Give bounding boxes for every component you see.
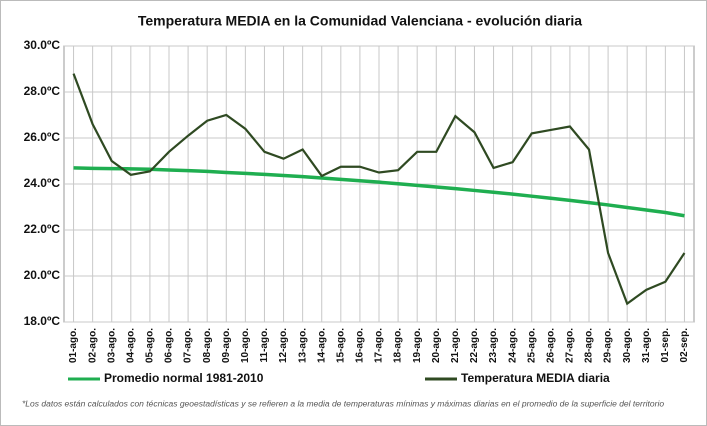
y-tick-label: 26.0ºC — [24, 130, 61, 144]
x-tick-label: 03-ago. — [106, 328, 117, 363]
x-tick-label: 19-ago. — [412, 328, 423, 363]
x-tick-label: 18-ago. — [393, 328, 404, 363]
chart-title: Temperatura MEDIA en la Comunidad Valenc… — [138, 13, 582, 29]
x-tick-label: 31-ago. — [641, 328, 652, 363]
series-line — [73, 166, 685, 218]
y-tick-label: 18.0ºC — [24, 314, 61, 328]
y-tick-label: 22.0ºC — [24, 222, 61, 236]
x-tick-label: 01-sep. — [660, 328, 671, 363]
x-tick-label: 07-ago. — [183, 328, 194, 363]
x-tick-label: 05-ago. — [145, 328, 156, 363]
x-tick-label: 22-ago. — [469, 328, 480, 363]
x-tick-label: 28-ago. — [584, 328, 595, 363]
x-tick-label: 12-ago. — [278, 328, 289, 363]
legend-label: Temperatura MEDIA diaria — [461, 371, 610, 385]
y-tick-label: 28.0ºC — [24, 84, 61, 98]
x-tick-label: 20-ago. — [431, 328, 442, 363]
x-tick-label: 02-ago. — [87, 328, 98, 363]
x-tick-label: 08-ago. — [202, 328, 213, 363]
x-tick-label: 21-ago. — [450, 328, 461, 363]
x-tick-label: 26-ago. — [545, 328, 556, 363]
x-tick-label: 15-ago. — [335, 328, 346, 363]
x-tick-label: 17-ago. — [374, 328, 385, 363]
x-tick-label: 02-sep. — [679, 328, 690, 363]
x-tick-label: 04-ago. — [125, 328, 136, 363]
y-tick-label: 20.0ºC — [24, 268, 61, 282]
x-tick-label: 10-ago. — [240, 328, 251, 363]
x-tick-label: 27-ago. — [565, 328, 576, 363]
x-tick-label: 14-ago. — [316, 328, 327, 363]
x-tick-label: 16-ago. — [355, 328, 366, 363]
y-tick-label: 24.0ºC — [24, 176, 61, 190]
x-tick-label: 06-ago. — [164, 328, 175, 363]
legend-label: Promedio normal 1981-2010 — [104, 371, 264, 385]
x-tick-label: 23-ago. — [488, 328, 499, 363]
y-tick-label: 30.0ºC — [24, 38, 61, 52]
x-tick-label: 30-ago. — [622, 328, 633, 363]
footnote: *Los datos están calculados con técnicas… — [22, 398, 664, 408]
x-tick-label: 13-ago. — [297, 328, 308, 363]
x-tick-label: 29-ago. — [603, 328, 614, 363]
x-tick-label: 09-ago. — [221, 328, 232, 363]
x-tick-label: 24-ago. — [507, 328, 518, 363]
x-tick-label: 11-ago. — [259, 328, 270, 363]
x-tick-label: 25-ago. — [526, 328, 537, 363]
series-line — [72, 73, 686, 306]
x-tick-label: 01-ago. — [68, 328, 79, 363]
